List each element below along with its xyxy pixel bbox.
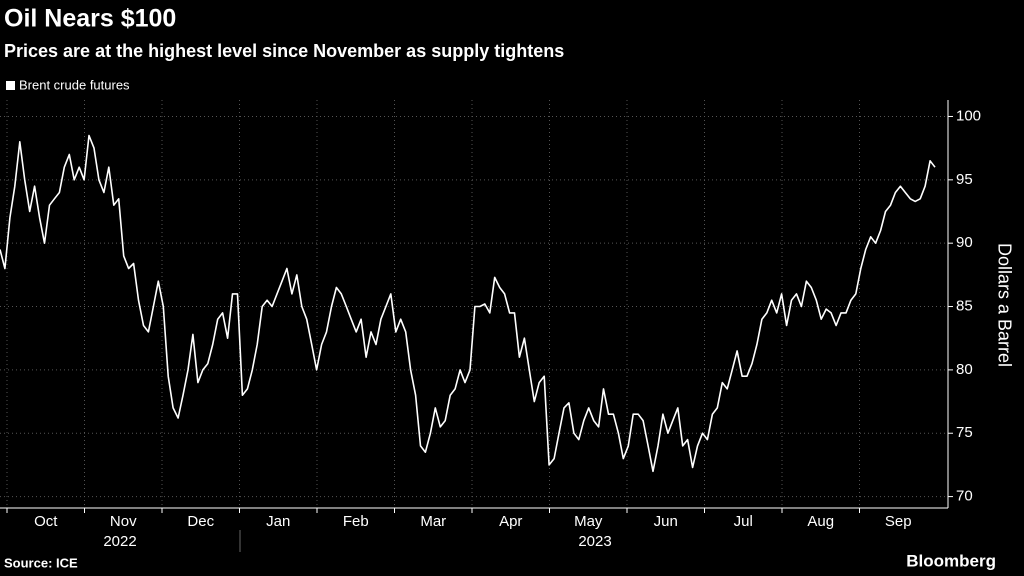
y-tick-label: 100 [956, 107, 981, 124]
y-axis-label: Dollars a Barrel [994, 243, 1014, 367]
y-tick-label: 95 [956, 171, 973, 188]
x-tick-label: Feb [343, 513, 369, 530]
x-tick-label: Oct [34, 513, 58, 530]
y-tick-label: 70 [956, 488, 973, 505]
x-tick-label: Apr [499, 513, 522, 530]
y-tick-label: 80 [956, 361, 973, 378]
chart-subtitle: Prices are at the highest level since No… [4, 41, 564, 61]
y-tick-label: 90 [956, 234, 973, 251]
y-tick-label: 75 [956, 424, 973, 441]
x-tick-label: Jun [654, 513, 678, 530]
y-tick-label: 85 [956, 298, 973, 315]
legend-swatch [6, 81, 15, 90]
price-line [0, 134, 936, 473]
x-tick-label: Jan [266, 513, 290, 530]
legend-label: Brent crude futures [19, 77, 130, 92]
x-tick-label: Nov [110, 513, 137, 530]
x-tick-label: May [574, 513, 603, 530]
x-tick-label: Aug [807, 513, 834, 530]
year-label: 2022 [103, 533, 136, 550]
x-tick-label: Mar [420, 513, 446, 530]
chart-title: Oil Nears $100 [4, 5, 176, 33]
x-tick-label: Jul [734, 513, 753, 530]
source: Source: ICE [4, 555, 78, 570]
x-tick-label: Dec [187, 513, 214, 530]
year-label: 2023 [578, 533, 611, 550]
x-tick-label: Sep [885, 513, 912, 530]
brand: Bloomberg [906, 551, 996, 570]
